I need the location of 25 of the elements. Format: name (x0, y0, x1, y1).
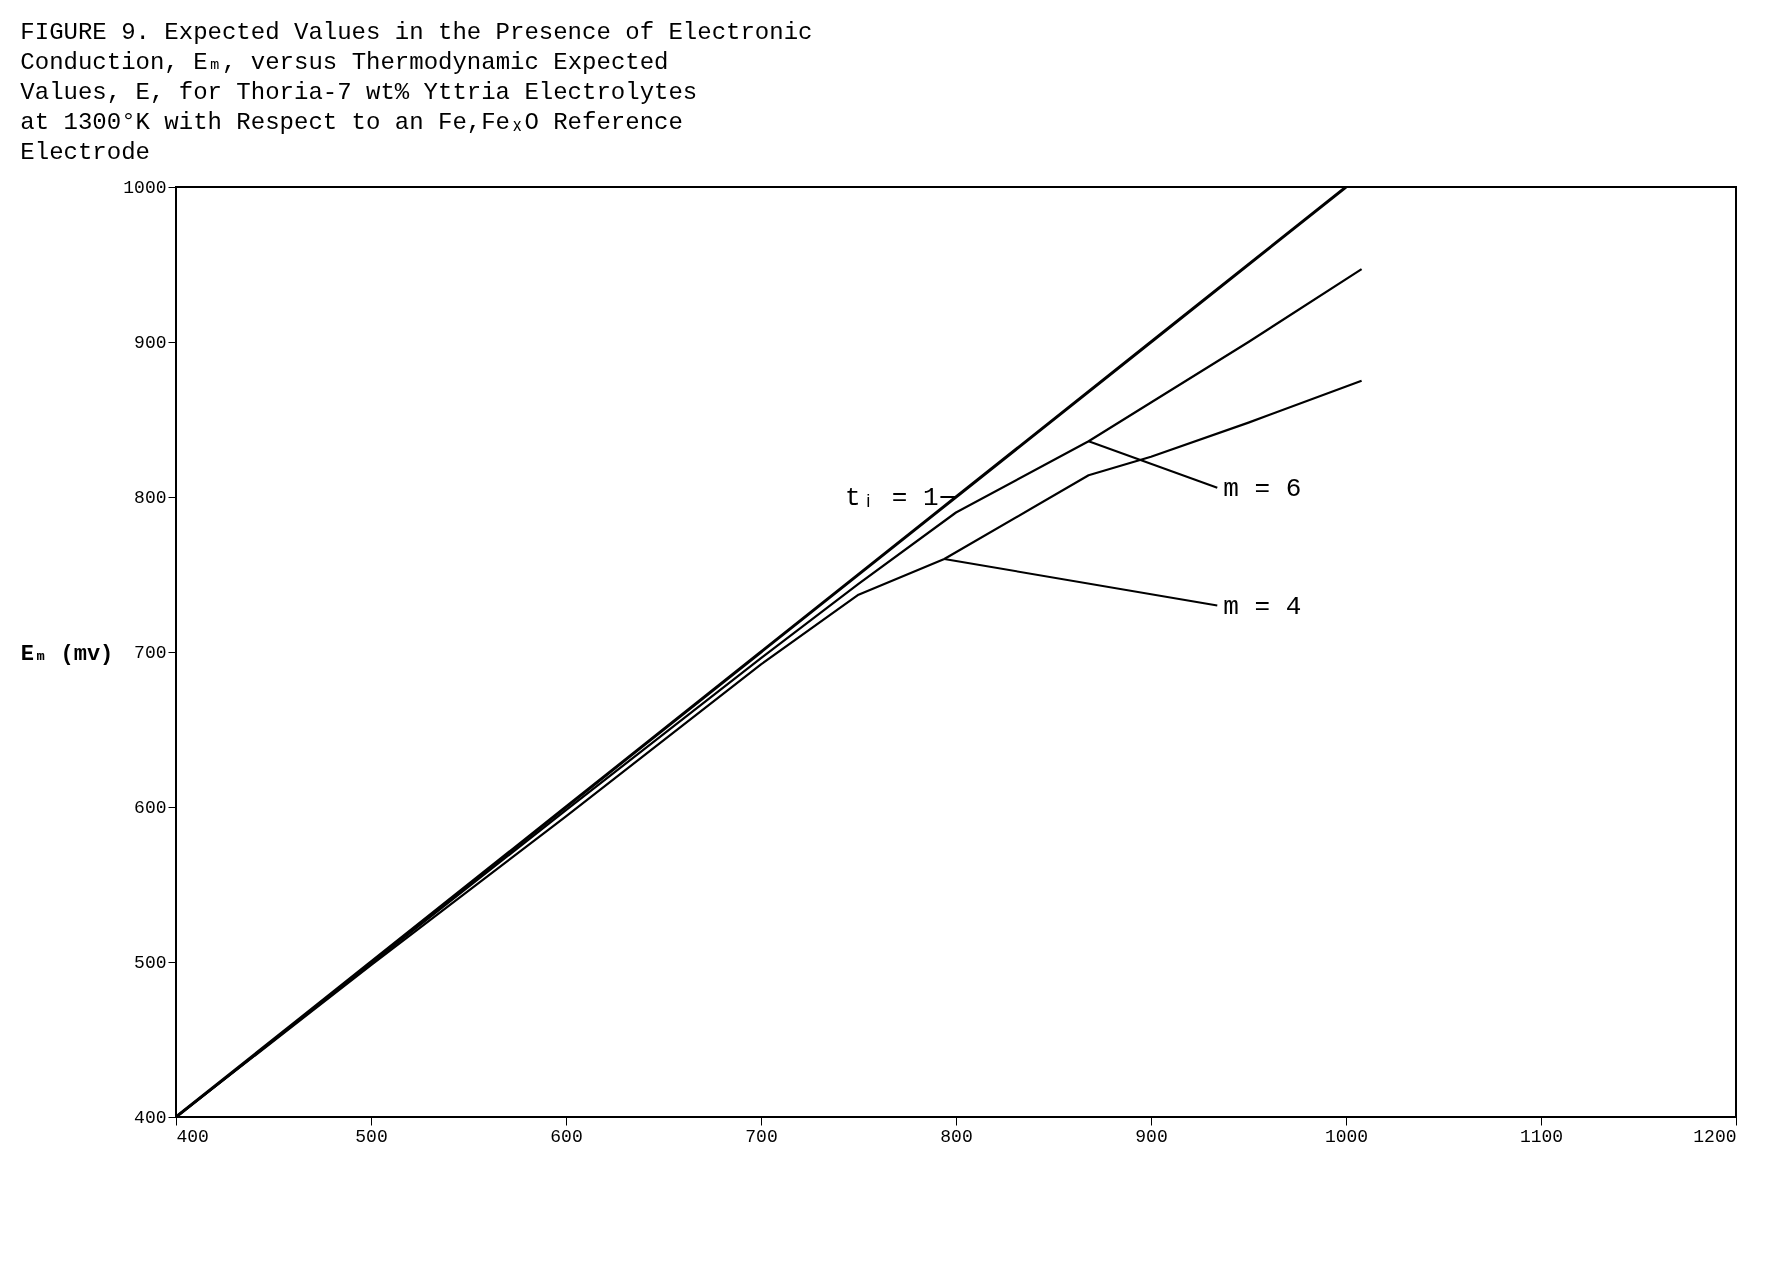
x-tick-label: 500 (355, 1126, 388, 1147)
y-tick-label: 700 (134, 642, 167, 663)
text: Conduction, Eₘ, versus Thermodynamic Expected (20, 49, 669, 76)
annotation: tᵢ = 1 (845, 483, 939, 513)
y-tick-label: 800 (134, 487, 167, 508)
y-tick-label: 500 (134, 952, 167, 973)
text: at 1300°K with Respect to an Fe,FeₓO Reference (20, 109, 683, 136)
x-tick-label: 1000 (1324, 1126, 1369, 1147)
text: FIGURE 9. Expected Values in the Presence of Electronic (20, 19, 813, 46)
y-tick-label: 600 (134, 797, 167, 818)
x-tick-label: 400 (176, 1126, 209, 1147)
text: Values, E, for Thoria-7 wt% Yttria Electrolytes (20, 79, 698, 106)
x-tick-label: 900 (1135, 1126, 1168, 1147)
y-tick-label: 400 (134, 1107, 167, 1128)
text: Electrode (20, 139, 150, 166)
annotation: m = 6 (1223, 473, 1302, 504)
annotation: m = 4 (1223, 591, 1302, 622)
x-tick-label: 700 (745, 1126, 778, 1147)
x-tick-label: 1100 (1519, 1126, 1564, 1147)
x-tick-label: 800 (940, 1126, 973, 1147)
x-tick-label: 600 (550, 1126, 583, 1147)
y-tick-label: 900 (134, 332, 167, 353)
x-tick-label: 1200 (1693, 1126, 1737, 1147)
y-axis-title: Eₘ (mv) (20, 641, 114, 667)
y-tick-label: 1000 (123, 177, 167, 198)
